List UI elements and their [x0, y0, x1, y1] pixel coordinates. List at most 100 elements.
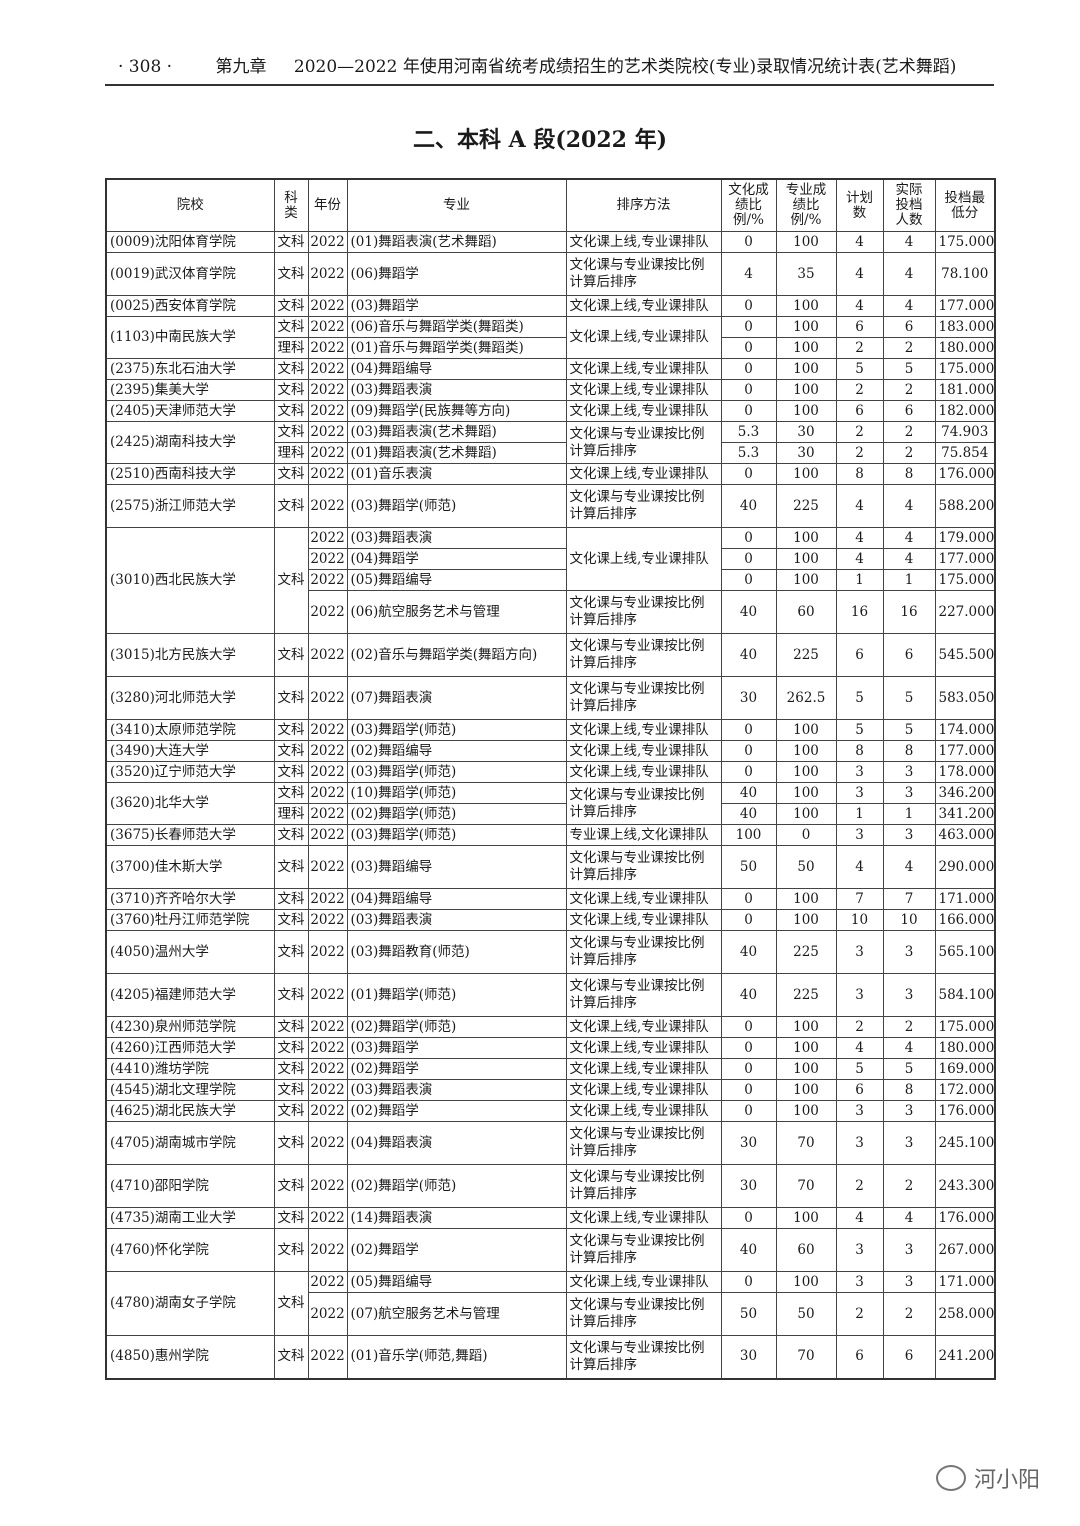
cell-school: (4545)湖北文理学院	[105, 1079, 275, 1101]
cell-pro-ratio: 100	[775, 909, 837, 931]
cell-sort-method: 文化课上线,专业课排队	[565, 463, 722, 485]
cell-pro-ratio: 70	[775, 1121, 837, 1165]
cell-sort-method: 文化课上线,专业课排队	[565, 1016, 722, 1038]
cell-pro-ratio: 0	[775, 824, 837, 846]
table-row: (0019)武汉体育学院 文科 2022 (06)舞蹈学 文化课与专业课按比例计算后排序…	[105, 252, 996, 296]
cell-year: 2022	[307, 231, 348, 253]
header-rule	[105, 84, 994, 86]
table-row: (3520)辽宁师范大学 文科 2022 (03)舞蹈学(师范) 文化课上线,专业课排队…	[105, 761, 996, 783]
cell-year: 2022	[307, 973, 348, 1017]
cell-culture-ratio: 40	[720, 633, 777, 677]
cell-major: (02)舞蹈学(师范)	[346, 1016, 567, 1038]
cell-sort-method: 文化课与专业课按比例计算后排序	[565, 845, 722, 889]
cell-major: (05)舞蹈编导	[346, 1271, 567, 1293]
cell-pro-ratio: 100	[775, 1016, 837, 1038]
cell-pro-ratio: 100	[775, 740, 837, 762]
table-row: (3410)太原师范学院 文科 2022 (03)舞蹈学(师范) 文化课上线,专业课排队…	[105, 719, 996, 741]
cell-sort-method: 文化课与专业课按比例计算后排序	[565, 590, 722, 634]
cell-pro-ratio: 100	[775, 1271, 837, 1293]
cell-year: 2022	[307, 1037, 348, 1059]
table-row: (4850)惠州学院 文科 2022 (01)音乐学(师范,舞蹈) 文化课与专业课按比例…	[105, 1335, 996, 1379]
table-row: (4705)湖南城市学院 文科 2022 (04)舞蹈表演 文化课与专业课按比例计算后排…	[105, 1121, 996, 1165]
table-row: (4230)泉州师范学院 文科 2022 (02)舞蹈学(师范) 文化课上线,专业课排队…	[105, 1016, 996, 1038]
cell-school: (4410)潍坊学院	[105, 1058, 275, 1080]
cell-actual: 5	[882, 1058, 936, 1080]
cell-actual: 3	[882, 824, 936, 846]
cell-type: 文科	[273, 782, 309, 804]
cell-plan: 4	[835, 845, 884, 889]
cell-culture-ratio: 40	[720, 803, 777, 825]
cell-year: 2022	[307, 888, 348, 910]
cell-type: 文科	[273, 909, 309, 931]
cell-year: 2022	[307, 909, 348, 931]
cell-min-score: 290.000	[934, 845, 996, 889]
cell-year: 2022	[307, 1271, 348, 1293]
cell-actual: 4	[882, 845, 936, 889]
cell-major: (03)舞蹈学(师范)	[346, 719, 567, 741]
cell-school: (2575)浙江师范大学	[105, 484, 275, 528]
cell-year: 2022	[307, 1335, 348, 1379]
cell-major: (02)舞蹈学	[346, 1228, 567, 1272]
watermark-text: 河小阳	[973, 1468, 1040, 1493]
cell-major: (03)舞蹈学	[346, 295, 567, 317]
cell-year: 2022	[307, 1121, 348, 1165]
cell-actual: 2	[882, 421, 936, 443]
cell-min-score: 176.000	[934, 1207, 996, 1229]
cell-min-score: 565.100	[934, 930, 996, 974]
cell-culture-ratio: 0	[720, 337, 777, 359]
cell-year: 2022	[307, 845, 348, 889]
table-row: (3760)牡丹江师范学院 文科 2022 (03)舞蹈表演 文化课上线,专业课排队 0 1…	[105, 909, 996, 931]
cell-plan: 7	[835, 888, 884, 910]
cell-year: 2022	[307, 252, 348, 296]
cell-year: 2022	[307, 930, 348, 974]
cell-plan: 3	[835, 930, 884, 974]
cell-culture-ratio: 0	[720, 379, 777, 401]
cell-culture-ratio: 0	[720, 1079, 777, 1101]
cell-pro-ratio: 225	[775, 930, 837, 974]
cell-plan: 5	[835, 676, 884, 720]
cell-min-score: 75.854	[934, 442, 996, 464]
cell-min-score: 74.903	[934, 421, 996, 443]
cell-pro-ratio: 100	[775, 316, 837, 338]
cell-sort-method: 文化课与专业课按比例计算后排序	[565, 633, 722, 677]
cell-pro-ratio: 225	[775, 973, 837, 1017]
cell-culture-ratio: 4	[720, 252, 777, 296]
cell-culture-ratio: 0	[720, 569, 777, 591]
page-number: · 308 ·	[118, 57, 173, 77]
cell-pro-ratio: 100	[775, 803, 837, 825]
table-row: 2022 (04)舞蹈学 0 100 4 4 177.000	[106, 548, 996, 570]
cell-min-score: 584.100	[934, 973, 996, 1017]
cell-min-score: 588.200	[934, 484, 996, 528]
cell-year: 2022	[307, 719, 348, 741]
cell-type: 文科	[273, 1164, 309, 1208]
cell-plan: 3	[835, 973, 884, 1017]
cell-type: 文科	[273, 1058, 309, 1080]
cell-type: 文科	[273, 1271, 309, 1336]
cell-min-score: 174.000	[934, 719, 996, 741]
cell-culture-ratio: 0	[720, 358, 777, 380]
cell-culture-ratio: 30	[720, 1164, 777, 1208]
cell-school: (4735)湖南工业大学	[105, 1207, 275, 1229]
cell-pro-ratio: 225	[775, 633, 837, 677]
cell-major: (06)舞蹈学	[346, 252, 567, 296]
table-row: (2375)东北石油大学 文科 2022 (04)舞蹈编导 文化课上线,专业课排队 0 10…	[105, 358, 996, 380]
cell-plan: 3	[835, 1228, 884, 1272]
cell-major: (06)航空服务艺术与管理	[346, 590, 567, 634]
cell-plan: 3	[835, 1271, 884, 1293]
cell-sort-method: 文化课与专业课按比例计算后排序	[565, 484, 722, 528]
cell-actual: 4	[882, 548, 936, 570]
cell-major: (01)舞蹈学(师范)	[346, 973, 567, 1017]
cell-sort-method: 文化课上线,专业课排队	[565, 316, 722, 359]
cell-plan: 1	[835, 803, 884, 825]
cell-major: (03)舞蹈学(师范)	[346, 484, 567, 528]
cell-min-score: 181.000	[934, 379, 996, 401]
cell-major: (01)舞蹈表演(艺术舞蹈)	[346, 231, 567, 253]
table-row: (2510)西南科技大学 文科 2022 (01)音乐表演 文化课上线,专业课排队 0 10…	[105, 463, 996, 485]
cell-min-score: 175.000	[934, 358, 996, 380]
cell-sort-method: 文化课与专业课按比例计算后排序	[565, 782, 722, 825]
cell-actual: 2	[882, 1292, 936, 1336]
cell-plan: 3	[835, 782, 884, 804]
cell-year: 2022	[307, 1058, 348, 1080]
cell-school: (4705)湖南城市学院	[105, 1121, 275, 1165]
cell-school: (4850)惠州学院	[105, 1335, 275, 1379]
